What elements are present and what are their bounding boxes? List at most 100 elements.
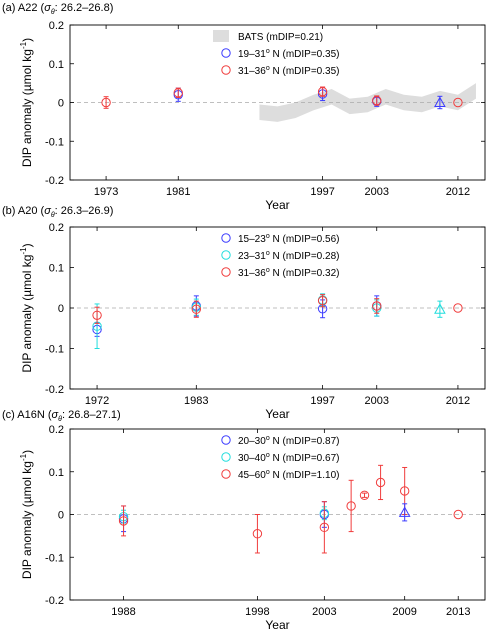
y-axis-label-main: DIP anomaly (µmol kg — [20, 255, 34, 373]
y-axis-label: DIP anomaly (µmol kg-1) — [19, 450, 34, 579]
y-tick-label: 0.2 — [49, 20, 64, 32]
data-point — [317, 86, 328, 97]
data-point — [375, 477, 386, 488]
legend-label-sup: o — [266, 65, 270, 72]
legend-label-main: 31–36 — [238, 268, 266, 279]
legend-label-main: 30–40 — [238, 453, 266, 464]
panel-title-range: : 26.2–26.8) — [55, 2, 114, 14]
chart-panel-1: (b) A20 (σθ: 26.3–26.9)-0.2-0.100.10.219… — [2, 205, 486, 421]
data-point — [319, 522, 330, 533]
panel-title-sub: θ — [58, 416, 62, 423]
data-point — [372, 95, 382, 106]
data-point — [173, 88, 183, 98]
legend-label: 15–23o N (mDIP=0.56) — [238, 233, 339, 245]
legend-label-rest: N (mDIP=0.56) — [270, 234, 340, 245]
y-tick-label: 0 — [58, 510, 64, 522]
x-tick-label: 1988 — [111, 606, 135, 618]
legend-label-sup: o — [266, 452, 270, 459]
legend-marker — [221, 469, 231, 479]
y-axis-label-sup: -1 — [19, 453, 28, 461]
legend-label-main: 15–23 — [238, 234, 266, 245]
data-point — [453, 303, 463, 313]
data-point — [453, 97, 463, 108]
x-tick-label: 1972 — [85, 395, 109, 407]
panel-title: (b) A20 (σθ: 26.3–26.9) — [2, 205, 113, 219]
legend-marker — [221, 65, 231, 75]
legend-marker — [221, 233, 231, 243]
data-point-triangle — [434, 303, 446, 314]
y-tick-label: -0.2 — [45, 175, 64, 187]
legend-marker — [221, 48, 231, 58]
data-point — [118, 516, 129, 526]
y-axis-label: DIP anomaly (µmol kg-1) — [19, 38, 34, 167]
panel-title-sigma: σ — [44, 205, 51, 217]
y-tick-label: -0.1 — [45, 344, 64, 356]
panel-title-range: : 26.3–26.9) — [55, 205, 114, 217]
data-point — [317, 296, 328, 306]
legend-label-main: 20–30 — [238, 436, 266, 447]
x-axis-label: Year — [265, 198, 289, 212]
x-tick-label: 2012 — [446, 186, 470, 198]
panel-title-range: : 26.8–27.1) — [62, 409, 121, 421]
y-axis-label-sup: -1 — [19, 247, 28, 255]
legend-label-sup: o — [266, 250, 270, 257]
data-point — [92, 310, 102, 320]
legend-label-sup: o — [266, 435, 270, 442]
data-point-triangle — [398, 506, 411, 517]
legend-swatch-bats — [213, 30, 229, 42]
legend-label-main: 31–36 — [238, 66, 266, 77]
legend-label-sup: o — [266, 48, 270, 55]
legend-marker — [221, 452, 231, 462]
legend-label: 31–36o N (mDIP=0.35) — [238, 65, 339, 77]
y-tick-label: -0.1 — [45, 136, 64, 148]
x-tick-label: 1981 — [166, 186, 190, 198]
x-tick-label: 2009 — [392, 606, 416, 618]
data-point — [359, 490, 370, 500]
panel-title-sigma: σ — [44, 2, 51, 14]
panel-title-label: (a) A22 ( — [2, 2, 45, 14]
y-tick-label: -0.1 — [45, 552, 64, 564]
legend-label: 20–30o N (mDIP=0.87) — [238, 435, 339, 447]
x-tick-label: 2003 — [364, 395, 388, 407]
legend-label-rest: N (mDIP=0.35) — [270, 66, 340, 77]
data-point — [399, 486, 410, 496]
x-tick-label: 2003 — [364, 186, 388, 198]
x-tick-label: 2012 — [446, 395, 470, 407]
y-tick-label: 0 — [58, 303, 64, 315]
legend-label-sup: o — [266, 267, 270, 274]
legend-label-main: 19–31 — [238, 49, 266, 60]
legend-label-rest: N (mDIP=0.28) — [270, 251, 340, 262]
legend-label-rest: N (mDIP=0.35) — [270, 49, 340, 60]
y-tick-label: 0 — [58, 98, 64, 110]
legend-marker — [221, 267, 231, 277]
x-tick-label: 1997 — [310, 186, 334, 198]
legend-label-rest: N (mDIP=0.32) — [270, 268, 340, 279]
data-point — [101, 97, 111, 108]
legend-marker — [221, 250, 231, 260]
y-axis-label-sup: -1 — [19, 41, 28, 49]
legend-label-rest: N (mDIP=0.67) — [270, 453, 340, 464]
panel-title-sub: θ — [51, 212, 55, 219]
legend-label: BATS (mDIP=0.21) — [238, 32, 323, 43]
y-axis-label-main: DIP anomaly (µmol kg — [20, 49, 34, 167]
data-point — [453, 509, 463, 520]
data-point — [372, 301, 382, 311]
chart-panel-2: (c) A16N (σθ: 26.8–27.1) -0.2 -0.1 0 0.1 0.2 1… — [2, 409, 486, 632]
x-tick-label: 2013 — [446, 606, 470, 618]
legend-label-sup: o — [266, 233, 270, 240]
panel-title-sigma: σ — [52, 409, 59, 421]
panel-title: (c) A16N (σθ: 26.8–27.1) — [2, 409, 121, 423]
x-tick-label: 1973 — [94, 186, 118, 198]
y-axis-label-end: ) — [20, 450, 34, 454]
y-axis-label-main: DIP anomaly (µmol kg — [20, 461, 34, 579]
panel-title-sub: θ — [51, 9, 55, 16]
panel-title: (a) A22 (σθ: 26.2–26.8) — [2, 2, 113, 16]
x-tick-label: 1997 — [310, 395, 334, 407]
y-tick-label: 0.1 — [49, 263, 64, 275]
legend-label-rest: N (mDIP=0.87) — [270, 436, 340, 447]
data-point — [252, 529, 263, 539]
legend-label-rest: N (mDIP=1.10) — [270, 470, 340, 481]
legend-marker — [221, 435, 231, 445]
data-point — [346, 501, 356, 511]
